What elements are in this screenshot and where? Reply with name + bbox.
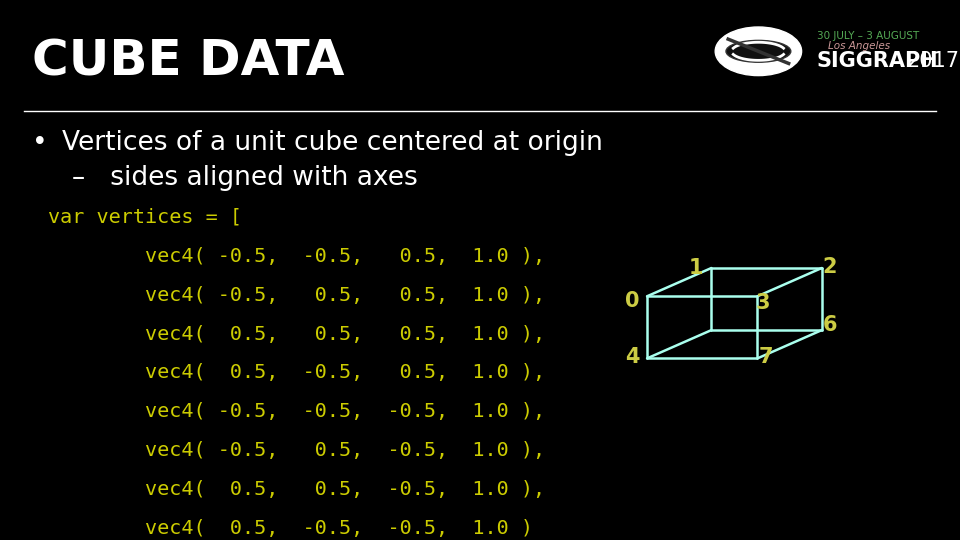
Text: 2017: 2017	[906, 51, 959, 71]
Text: vec4(  0.5,   0.5,   0.5,  1.0 ),: vec4( 0.5, 0.5, 0.5, 1.0 ),	[48, 325, 545, 343]
Text: 7: 7	[758, 347, 773, 367]
Text: •: •	[32, 130, 47, 156]
Text: 2: 2	[823, 256, 837, 276]
Text: vec4(  0.5,  -0.5,   0.5,  1.0 ),: vec4( 0.5, -0.5, 0.5, 1.0 ),	[48, 363, 545, 382]
Text: Vertices of a unit cube centered at origin: Vertices of a unit cube centered at orig…	[62, 130, 603, 156]
Text: –   sides aligned with axes: – sides aligned with axes	[72, 165, 418, 191]
Text: vec4( -0.5,  -0.5,   0.5,  1.0 ),: vec4( -0.5, -0.5, 0.5, 1.0 ),	[48, 247, 545, 266]
Text: 1: 1	[689, 258, 704, 278]
Text: 4: 4	[625, 347, 639, 367]
Text: 0: 0	[625, 292, 639, 312]
Text: vec4( -0.5,   0.5,   0.5,  1.0 ),: vec4( -0.5, 0.5, 0.5, 1.0 ),	[48, 286, 545, 305]
Ellipse shape	[726, 40, 791, 62]
Text: vec4( -0.5,  -0.5,  -0.5,  1.0 ),: vec4( -0.5, -0.5, -0.5, 1.0 ),	[48, 402, 545, 421]
Text: SIGGRAPH: SIGGRAPH	[817, 51, 938, 71]
Text: vec4( -0.5,   0.5,  -0.5,  1.0 ),: vec4( -0.5, 0.5, -0.5, 1.0 ),	[48, 441, 545, 460]
Circle shape	[715, 27, 802, 76]
Text: 30 JULY – 3 AUGUST: 30 JULY – 3 AUGUST	[817, 31, 919, 41]
Text: 3: 3	[756, 293, 771, 313]
Text: CUBE DATA: CUBE DATA	[32, 38, 345, 86]
Text: vec4(  0.5,  -0.5,  -0.5,  1.0 ): vec4( 0.5, -0.5, -0.5, 1.0 )	[48, 519, 533, 538]
Text: vec4(  0.5,   0.5,  -0.5,  1.0 ),: vec4( 0.5, 0.5, -0.5, 1.0 ),	[48, 480, 545, 499]
Text: var vertices = [: var vertices = [	[48, 208, 242, 227]
Text: Los Angeles: Los Angeles	[828, 41, 890, 51]
Text: 6: 6	[823, 315, 837, 335]
